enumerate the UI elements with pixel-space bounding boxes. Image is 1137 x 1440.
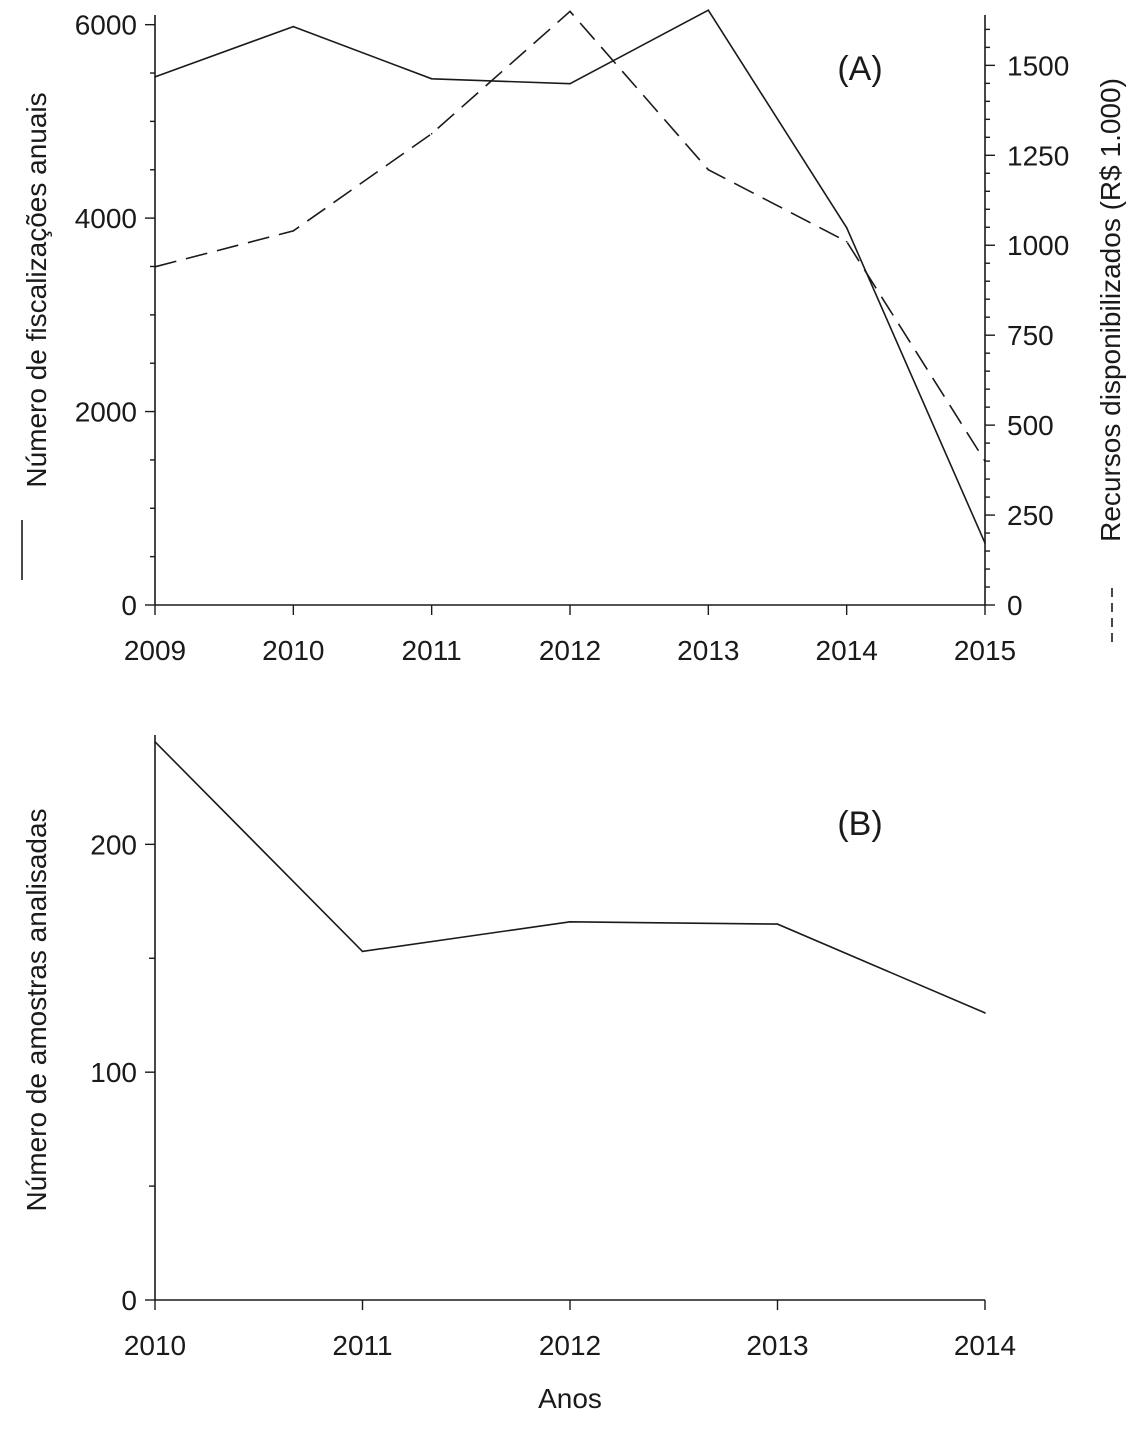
- data-point-amostras: [776, 923, 779, 925]
- panel-a-x-tick-label: 2009: [124, 635, 186, 666]
- data-point-fiscalizacoes: [569, 82, 571, 85]
- data-point-recursos: [154, 266, 156, 268]
- panel-a-left-tick-label: 2000: [75, 397, 137, 428]
- panel-a-axes: 0 2000 4000 6000 0 250 500 750 1000 1250 1500 2009 2…: [75, 10, 1070, 666]
- panel-b-x-tick-label: 2012: [539, 1330, 601, 1361]
- panel-a-right-tick-label: 0: [1007, 590, 1023, 621]
- panel-a-label: (A): [837, 50, 882, 88]
- data-point-recursos: [430, 132, 433, 135]
- data-point-amostras: [154, 741, 156, 743]
- panel-a-left-tick-label: 0: [121, 590, 137, 621]
- data-point-amostras: [569, 921, 571, 923]
- panel-b-axes: 0 100 200 2010 2011 2012 2013 2014: [90, 735, 1016, 1361]
- data-point-recursos: [845, 240, 848, 243]
- panel-b-left-tick-label: 100: [90, 1057, 137, 1088]
- panel-a-right-tick-label: 1500: [1007, 50, 1069, 81]
- panel-a-right-tick-label: 1250: [1007, 140, 1069, 171]
- panel-a-x-tick-label: 2011: [402, 635, 462, 666]
- panel-a-left-axis-title-group: Número de fiscalizações anuais: [21, 92, 52, 580]
- panel-b-x-axis-title: Anos: [538, 1383, 602, 1414]
- series-line-fiscalizacoes: [154, 9, 986, 544]
- panel-b-x-tick-label: 2013: [746, 1330, 808, 1361]
- panel-a-left-tick-label: 6000: [75, 10, 137, 41]
- panel-b-x-tick-label: 2010: [124, 1330, 186, 1361]
- panel-a-right-tick-label: 250: [1007, 500, 1054, 531]
- data-point-fiscalizacoes: [707, 9, 710, 11]
- panel-a-right-axis-title-group: Recursos disponibilizados (R$ 1.000): [1095, 78, 1126, 642]
- data-point-amostras: [984, 1012, 986, 1014]
- data-point-recursos: [707, 168, 710, 171]
- panel-b-left-tick-label: 200: [90, 829, 137, 860]
- data-point-fiscalizacoes: [292, 25, 295, 28]
- panel-a-right-axis-title: Recursos disponibilizados (R$ 1.000): [1095, 78, 1126, 542]
- data-point-fiscalizacoes: [845, 226, 848, 229]
- data-point-recursos: [292, 230, 295, 232]
- data-point-fiscalizacoes: [154, 76, 156, 78]
- panel-b-label: (B): [837, 805, 882, 843]
- panel-a-right-tick-label: 500: [1007, 410, 1054, 441]
- panel-a-x-tick-label: 2014: [816, 635, 878, 666]
- panel-a-right-tick-label: 750: [1007, 320, 1054, 351]
- chart-panel-b: 0 100 200 2010 2011 2012 2013 2014 (B) Número d…: [21, 735, 1016, 1414]
- data-point-recursos: [984, 460, 986, 462]
- chart-panel-a: 0 2000 4000 6000 0 250 500 750 1000 1250 1500 2009 2…: [21, 9, 1126, 666]
- panel-b-x-tick-label: 2014: [954, 1330, 1016, 1361]
- data-point-fiscalizacoes: [430, 78, 433, 80]
- series-line-amostras: [154, 741, 986, 1014]
- panel-a-left-axis-title: Número de fiscalizações anuais: [21, 92, 52, 487]
- panel-b-x-tick-label: 2011: [332, 1330, 392, 1361]
- panel-a-x-tick-label: 2012: [539, 635, 601, 666]
- panel-a-x-tick-label: 2010: [262, 635, 324, 666]
- panel-a-x-tick-label: 2013: [677, 635, 739, 666]
- panel-b-series: [154, 741, 986, 1014]
- data-point-amostras: [361, 950, 364, 953]
- panel-b-left-axis-title: Número de amostras analisadas: [21, 808, 52, 1211]
- panel-a-series: [154, 9, 986, 544]
- panel-a-right-tick-label: 1000: [1007, 230, 1069, 261]
- panel-a-x-tick-label: 2015: [954, 635, 1016, 666]
- data-point-fiscalizacoes: [984, 542, 986, 544]
- panel-b-left-tick-label: 0: [121, 1285, 137, 1316]
- data-point-recursos: [569, 10, 571, 13]
- panel-a-left-tick-label: 4000: [75, 203, 137, 234]
